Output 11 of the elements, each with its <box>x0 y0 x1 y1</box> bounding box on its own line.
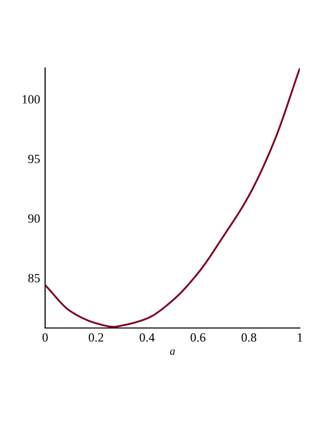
x-tick-label: 0.8 <box>242 333 256 342</box>
x-tick-label: 1 <box>298 333 302 342</box>
y-tick-label: 95 <box>28 154 40 164</box>
x-tick-label: 0.4 <box>140 333 155 342</box>
y-tick-label: 90 <box>28 214 40 223</box>
y-tick-label: 85 <box>28 274 40 282</box>
x-axis-title: a <box>170 349 175 355</box>
y-tick-label: 100 <box>22 95 40 104</box>
x-tick-label: 0.6 <box>190 333 206 342</box>
x-tick-label: 0.2 <box>88 333 104 342</box>
x-tick-label: 0 <box>42 333 48 342</box>
